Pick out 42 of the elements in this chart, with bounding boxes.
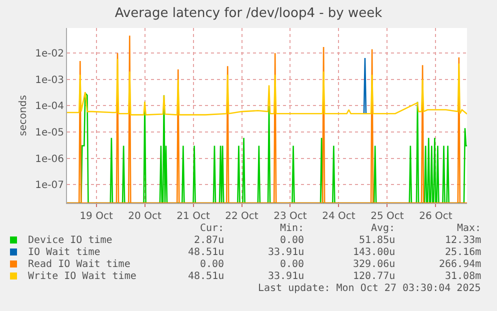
legend-label: Device IO time bbox=[28, 235, 112, 246]
x-tick-label: 22 Oct bbox=[225, 211, 258, 222]
text: Avg: bbox=[371, 223, 396, 234]
x-tick-label: 20 Oct bbox=[128, 211, 162, 222]
text: 33.91u bbox=[268, 247, 304, 258]
text: 48.51u bbox=[188, 271, 224, 282]
text: 143.00u bbox=[353, 247, 396, 258]
text: 329.06u bbox=[353, 259, 396, 270]
text: 33.91u bbox=[268, 271, 304, 282]
x-tick-label: 25 Oct bbox=[370, 211, 404, 222]
text: 48.51u bbox=[188, 247, 224, 258]
y-tick-label: 1e-07 bbox=[35, 180, 64, 192]
text: Min: bbox=[280, 223, 304, 234]
x-tick-label: 24 Oct bbox=[322, 211, 356, 222]
legend-label: IO Wait time bbox=[28, 247, 100, 258]
text: 120.77u bbox=[353, 271, 396, 282]
text: 25.16m bbox=[445, 247, 482, 258]
text: 2.87u bbox=[194, 235, 224, 246]
y-tick-label: 1e-04 bbox=[35, 101, 64, 112]
text: Max: bbox=[457, 223, 482, 234]
y-tick-label: 1e-05 bbox=[35, 128, 64, 139]
text: 51.85u bbox=[359, 235, 396, 246]
line-series bbox=[67, 58, 467, 116]
chart-title: Average latency for /dev/loop4 - by week bbox=[114, 6, 383, 22]
y-tick-label: 1e-03 bbox=[35, 74, 64, 86]
legend-label: Read IO Wait time bbox=[28, 259, 130, 270]
text: 0.00 bbox=[200, 259, 224, 270]
text: 0.00 bbox=[280, 235, 304, 246]
x-tick-label: 21 Oct bbox=[176, 211, 210, 222]
text: 266.94m bbox=[439, 259, 482, 270]
text: 12.33m bbox=[445, 235, 482, 246]
x-tick-label: 23 Oct bbox=[274, 211, 307, 222]
text: Cur: bbox=[200, 223, 224, 234]
x-tick-label: 26 Oct bbox=[419, 211, 452, 222]
text: 0.00 bbox=[280, 259, 304, 270]
y-axis-title: seconds bbox=[18, 95, 30, 136]
x-tick-label: 19 Oct bbox=[80, 211, 113, 222]
legend-label: Write IO Wait time bbox=[28, 271, 136, 282]
y-tick-label: 1e-02 bbox=[35, 48, 64, 60]
text: Last update: Mon Oct 27 03:30:04 2025 bbox=[258, 283, 481, 294]
text: 31.08m bbox=[445, 271, 482, 282]
y-tick-label: 1e-06 bbox=[35, 154, 64, 165]
